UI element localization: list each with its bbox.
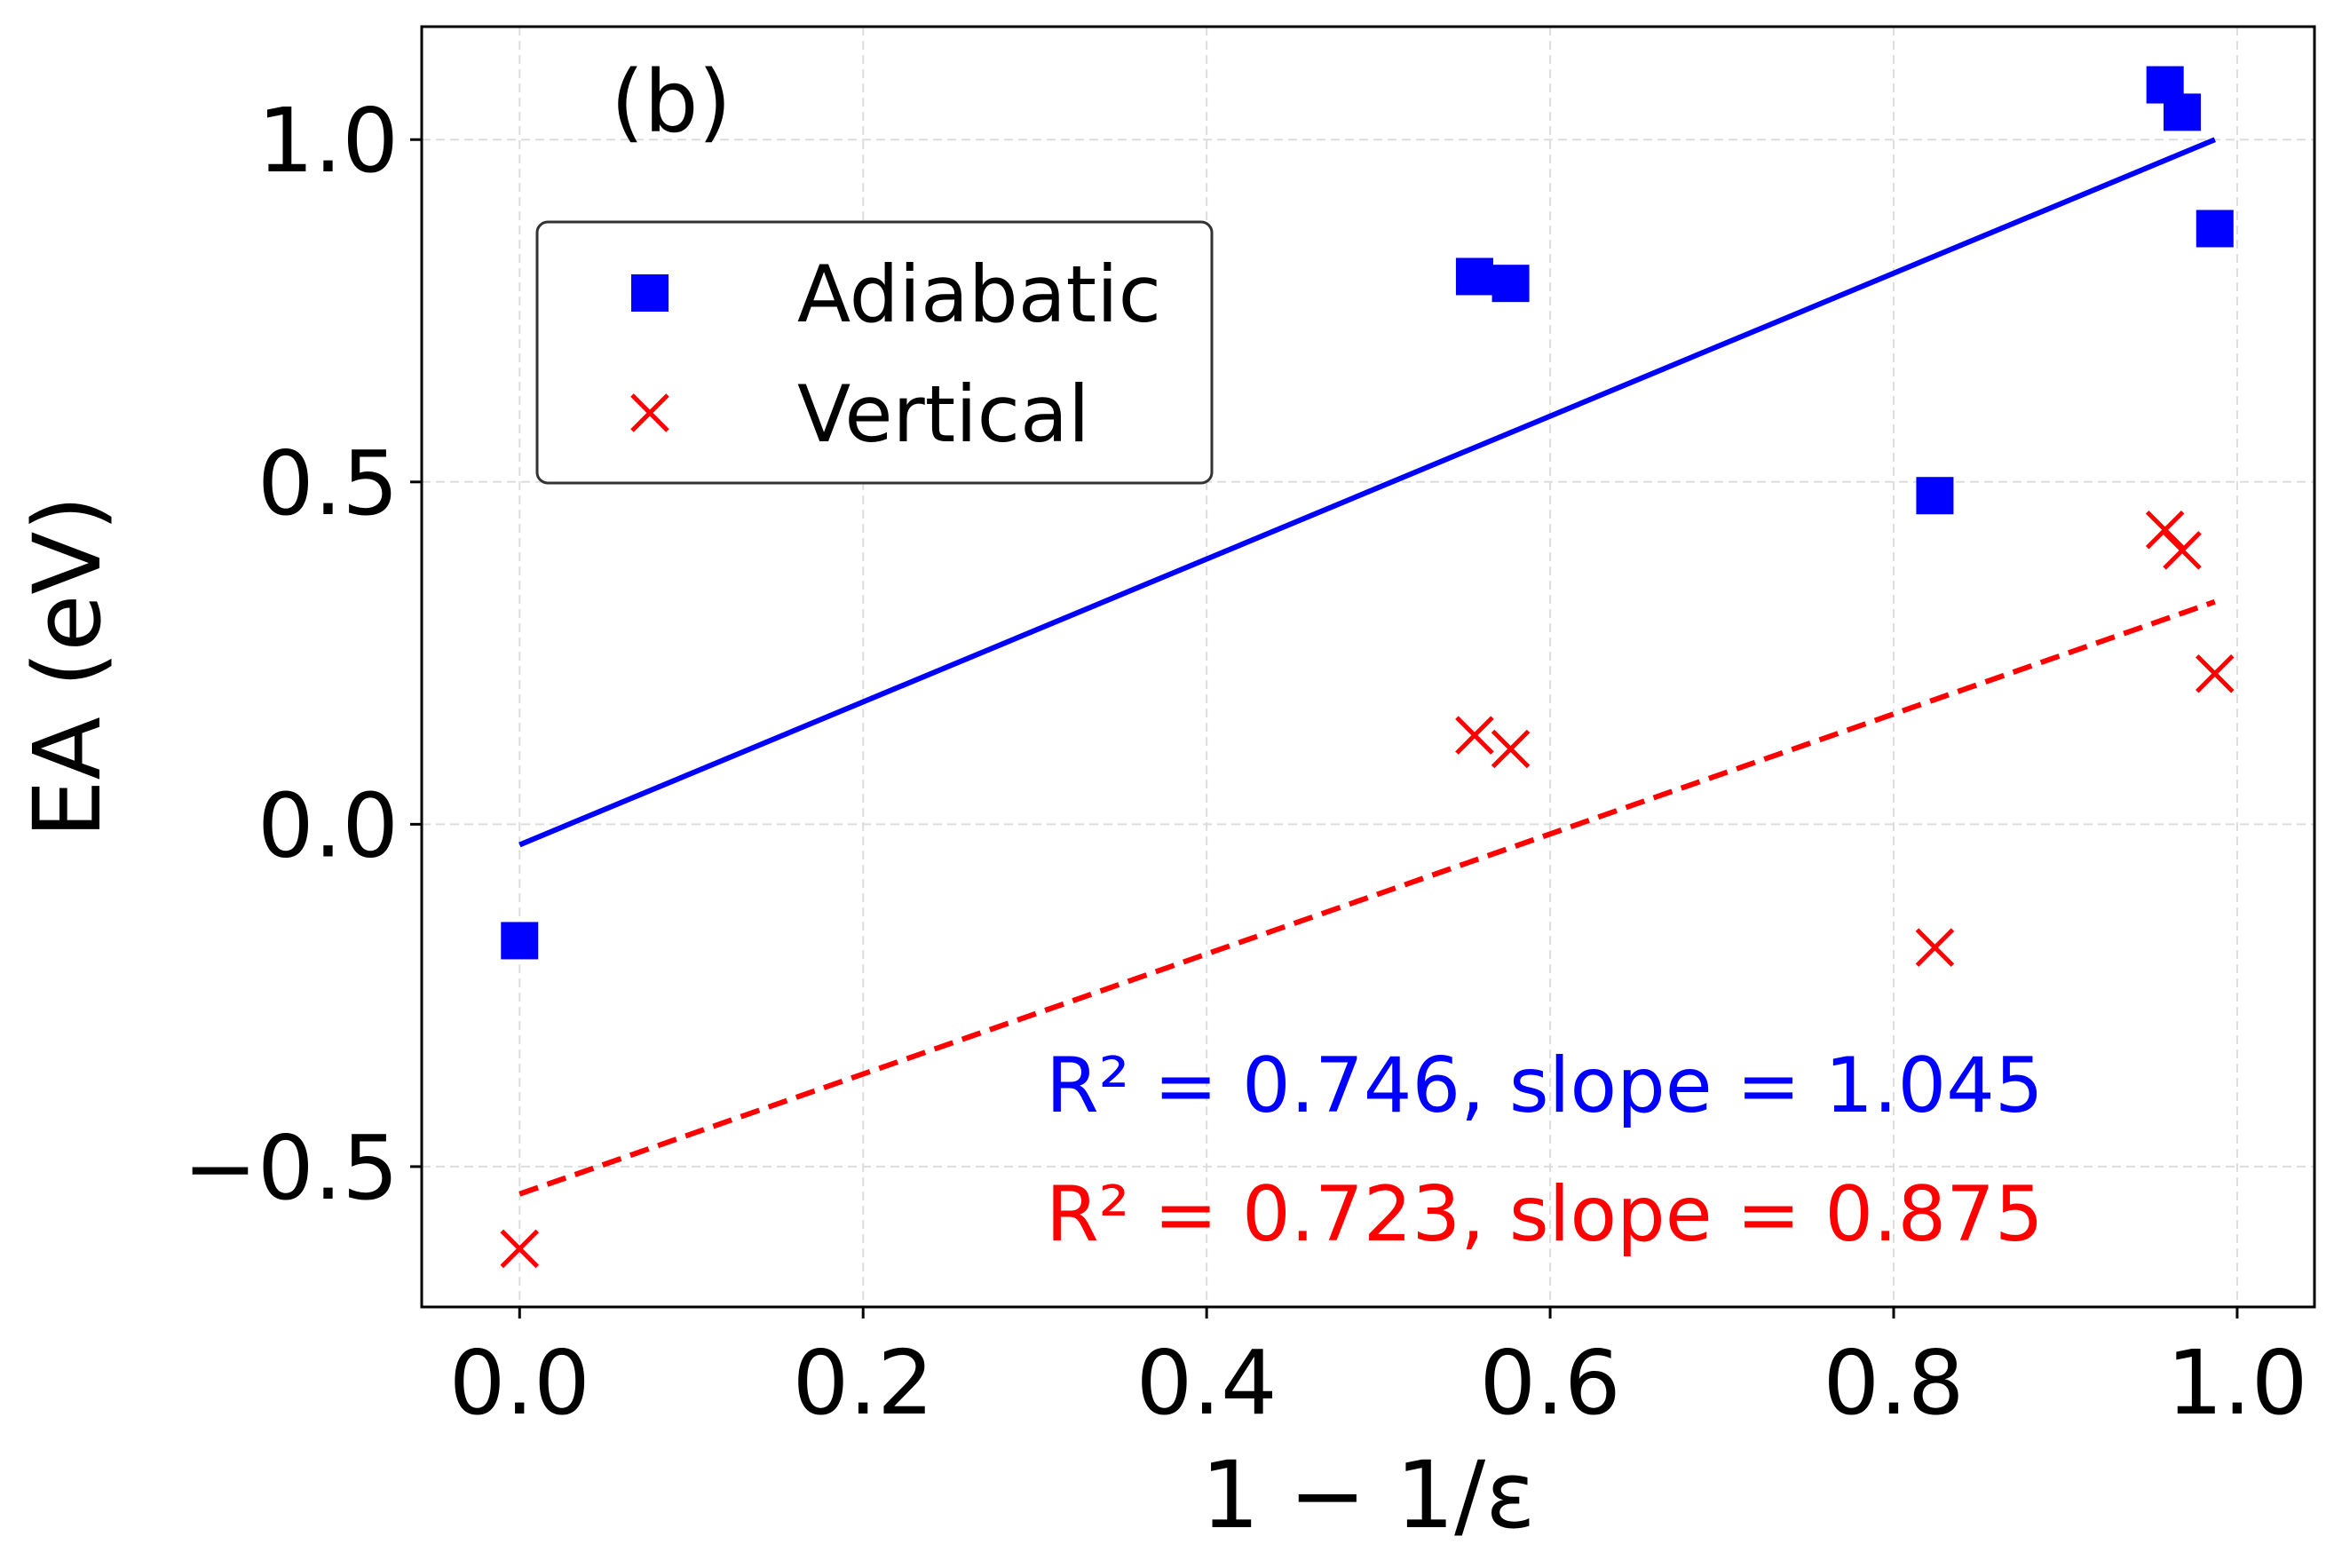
- adiabatic-point: [1455, 257, 1493, 296]
- x-tick-label: 1.0: [2166, 1331, 2307, 1435]
- legend-box: [535, 220, 1214, 485]
- vertical-point-stroke: [1915, 928, 1955, 967]
- vertical-point-stroke: [2145, 511, 2185, 550]
- legend-marker-vertical: [630, 393, 669, 432]
- x-axis-label: 1 − 1/ε: [1201, 1441, 1536, 1549]
- x-tick-label: 0.2: [793, 1331, 934, 1435]
- vertical-point: [500, 1229, 540, 1269]
- axis-ticks: 0.0 0.2 0.4 0.6 0.8 1.0 −0.5 0.0 0.5 1.0: [183, 89, 2307, 1435]
- y-tick-label: 0.5: [257, 432, 399, 535]
- vertical-point: [1455, 716, 1494, 755]
- fit-annotations: R² = 0.746, slope = 1.045 R² = 0.723, slo…: [1046, 1041, 2044, 1259]
- vertical-point: [1491, 729, 1531, 769]
- x-tick-label: 0.0: [449, 1331, 590, 1435]
- vertical-point-stroke: [500, 1229, 540, 1269]
- y-tick-label: 0.0: [257, 773, 399, 877]
- fit-line-adiabatic: [518, 137, 2216, 848]
- y-axis-label: EA (eV): [13, 495, 122, 838]
- data-markers: [500, 66, 2235, 1269]
- adiabatic-point: [1916, 477, 1954, 515]
- fit-line-vertical: [518, 598, 2216, 1197]
- legend-marker-adiabatic: [631, 274, 669, 312]
- x-tick-label: 0.6: [1480, 1331, 1621, 1435]
- adiabatic-point: [2164, 93, 2202, 131]
- adiabatic-point: [2196, 210, 2234, 248]
- vertical-point-stroke: [2196, 653, 2235, 693]
- y-tick-label: −0.5: [183, 1116, 399, 1220]
- panel-label: (b): [611, 52, 732, 152]
- vertical-point-stroke: [2163, 531, 2202, 570]
- legend-label: Adiabatic: [797, 249, 1161, 340]
- legend-label: Vertical: [797, 368, 1089, 460]
- y-tick-label: 1.0: [257, 89, 399, 193]
- vertical-point: [2145, 511, 2185, 550]
- adiabatic-point: [1491, 265, 1530, 303]
- x-tick-label: 0.4: [1136, 1331, 1278, 1435]
- legend-marker-stroke: [630, 393, 669, 432]
- vertical-point-stroke: [1491, 729, 1531, 769]
- vertical-point-stroke: [1455, 716, 1494, 755]
- vertical-point: [2163, 531, 2202, 570]
- legend: Adiabatic Vertical: [535, 220, 1214, 485]
- vertical-point: [2196, 653, 2235, 693]
- fit-annotation-adiabatic: R² = 0.746, slope = 1.045: [1046, 1041, 2044, 1130]
- x-tick-label: 0.8: [1823, 1331, 1964, 1435]
- vertical-point: [1915, 928, 1955, 967]
- plot-frame: [420, 25, 2316, 1309]
- fit-lines: [518, 137, 2216, 1197]
- fit-annotation-vertical: R² = 0.723, slope = 0.875: [1046, 1170, 2044, 1259]
- adiabatic-point: [501, 922, 539, 960]
